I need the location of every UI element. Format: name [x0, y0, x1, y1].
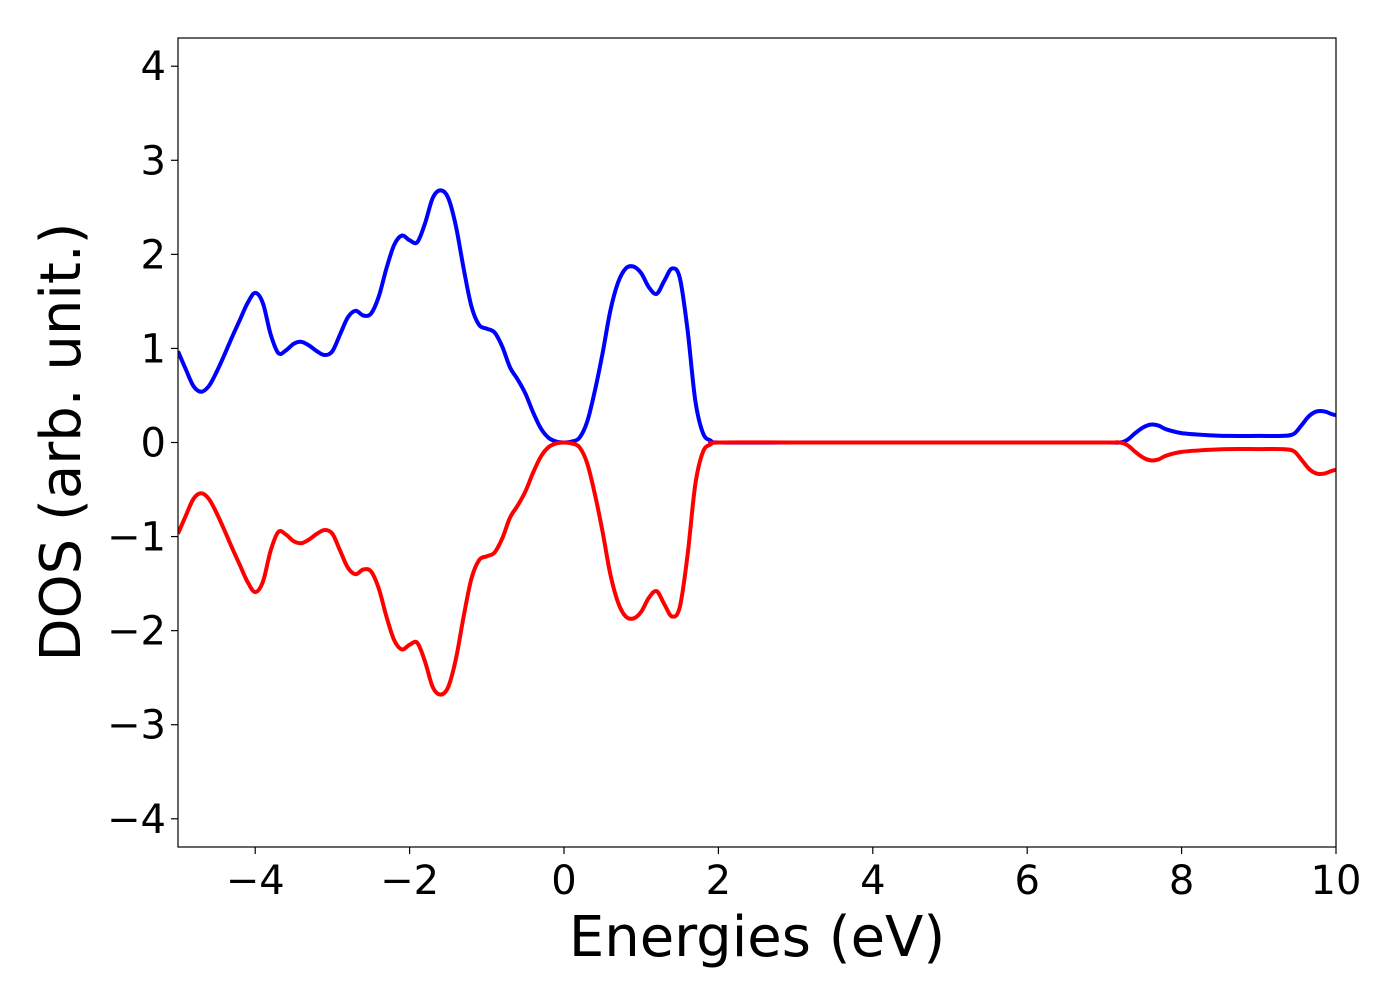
- series-line-positive: [178, 188, 1336, 445]
- y-tick-label: 2: [141, 232, 166, 278]
- y-tick-label: 1: [141, 326, 166, 372]
- series-line-negative: [178, 440, 1336, 697]
- x-tick-label: 2: [706, 858, 731, 904]
- x-axis-label: Energies (eV): [569, 905, 945, 970]
- y-axis: 4 3 2 1 0 −1 −2 −3 −4: [107, 44, 178, 843]
- series-layer: [178, 188, 1336, 697]
- x-tick-label: 10: [1311, 858, 1362, 904]
- y-tick-label: −1: [107, 515, 166, 561]
- x-tick-label: −2: [380, 858, 439, 904]
- y-tick-label: 3: [141, 138, 166, 184]
- x-tick-label: −4: [226, 858, 285, 904]
- y-tick-label: −4: [107, 797, 166, 843]
- x-tick-label: 0: [551, 858, 576, 904]
- x-axis: −4 −2 0 2 4 6 8 10: [226, 847, 1362, 904]
- y-axis-label: DOS (arb. unit.): [29, 222, 94, 661]
- y-tick-label: −2: [107, 609, 166, 655]
- y-tick-label: 4: [141, 44, 166, 90]
- x-tick-label: 6: [1014, 858, 1039, 904]
- x-tick-label: 4: [860, 858, 885, 904]
- x-tick-label: 8: [1169, 858, 1194, 904]
- y-tick-label: −3: [107, 703, 166, 749]
- y-tick-label: 0: [141, 421, 166, 467]
